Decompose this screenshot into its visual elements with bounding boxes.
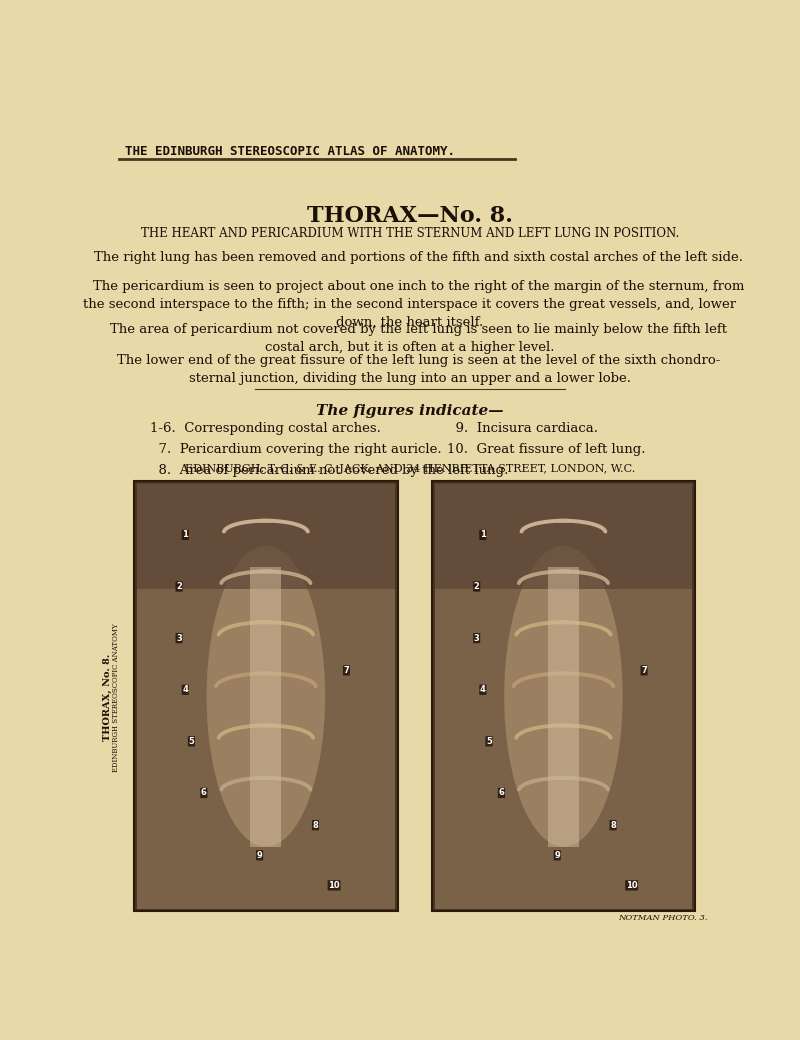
Text: 9: 9 — [554, 851, 560, 860]
Text: 10.  Great fissure of left lung.: 10. Great fissure of left lung. — [447, 443, 646, 456]
Text: 7.  Pericardium covering the right auricle.: 7. Pericardium covering the right auricl… — [150, 443, 442, 456]
Text: THORAX—No. 8.: THORAX—No. 8. — [307, 205, 513, 227]
Text: 1-6.  Corresponding costal arches.: 1-6. Corresponding costal arches. — [150, 422, 381, 435]
Text: 5: 5 — [189, 736, 194, 746]
Text: THORAX, No. 8.: THORAX, No. 8. — [103, 654, 112, 740]
Bar — [134, 482, 398, 911]
Text: 3: 3 — [176, 633, 182, 643]
Text: The area of pericardium not covered by the left lung is seen to lie mainly below: The area of pericardium not covered by t… — [93, 322, 727, 354]
Text: 7: 7 — [641, 666, 647, 675]
Text: 4: 4 — [182, 685, 188, 695]
Bar — [548, 567, 579, 847]
Text: EDINBURGH: T. C. & E. C. JACK; AND 34 HENRIETTA STREET, LONDON, W.C.: EDINBURGH: T. C. & E. C. JACK; AND 34 HE… — [185, 464, 635, 474]
Text: 5: 5 — [486, 736, 492, 746]
Text: 9.  Incisura cardiaca.: 9. Incisura cardiaca. — [447, 422, 598, 435]
Text: EDINBURGH STEREOSCOPIC ANATOMY: EDINBURGH STEREOSCOPIC ANATOMY — [112, 623, 120, 772]
Text: 4: 4 — [480, 685, 486, 695]
Ellipse shape — [206, 546, 325, 847]
Text: NOTMAN PHOTO. 3.: NOTMAN PHOTO. 3. — [618, 913, 708, 921]
Text: 10: 10 — [626, 881, 638, 890]
Bar — [250, 567, 282, 847]
Text: THE HEART AND PERICARDIUM WITH THE STERNUM AND LEFT LUNG IN POSITION.: THE HEART AND PERICARDIUM WITH THE STERN… — [141, 228, 679, 240]
Text: 7: 7 — [343, 666, 350, 675]
Text: THE EDINBURGH STEREOSCOPIC ATLAS OF ANATOMY.: THE EDINBURGH STEREOSCOPIC ATLAS OF ANAT… — [125, 145, 454, 158]
Text: The figures indicate—: The figures indicate— — [316, 405, 504, 418]
Ellipse shape — [504, 546, 622, 847]
Bar — [435, 484, 692, 909]
Text: The lower end of the great fissure of the left lung is seen at the level of the : The lower end of the great fissure of th… — [100, 354, 720, 385]
Text: 8: 8 — [610, 821, 616, 830]
Bar — [138, 484, 394, 909]
Text: 2: 2 — [474, 582, 479, 591]
Text: The pericardium is seen to project about one inch to the right of the margin of : The pericardium is seen to project about… — [76, 280, 744, 329]
Bar — [432, 482, 695, 911]
Text: 2: 2 — [176, 582, 182, 591]
Text: 10: 10 — [328, 881, 340, 890]
Text: The right lung has been removed and portions of the fifth and sixth costal arche: The right lung has been removed and port… — [77, 251, 743, 263]
Text: 1: 1 — [480, 530, 486, 540]
Text: 1: 1 — [182, 530, 188, 540]
Bar — [138, 484, 394, 589]
Text: 8: 8 — [313, 821, 318, 830]
Text: 8.  Area of pericardium not covered by the left lung.: 8. Area of pericardium not covered by th… — [150, 464, 508, 476]
Bar — [435, 484, 692, 589]
Text: 6: 6 — [498, 788, 504, 798]
Text: 9: 9 — [257, 851, 262, 860]
Text: 6: 6 — [201, 788, 206, 798]
Text: 3: 3 — [474, 633, 479, 643]
